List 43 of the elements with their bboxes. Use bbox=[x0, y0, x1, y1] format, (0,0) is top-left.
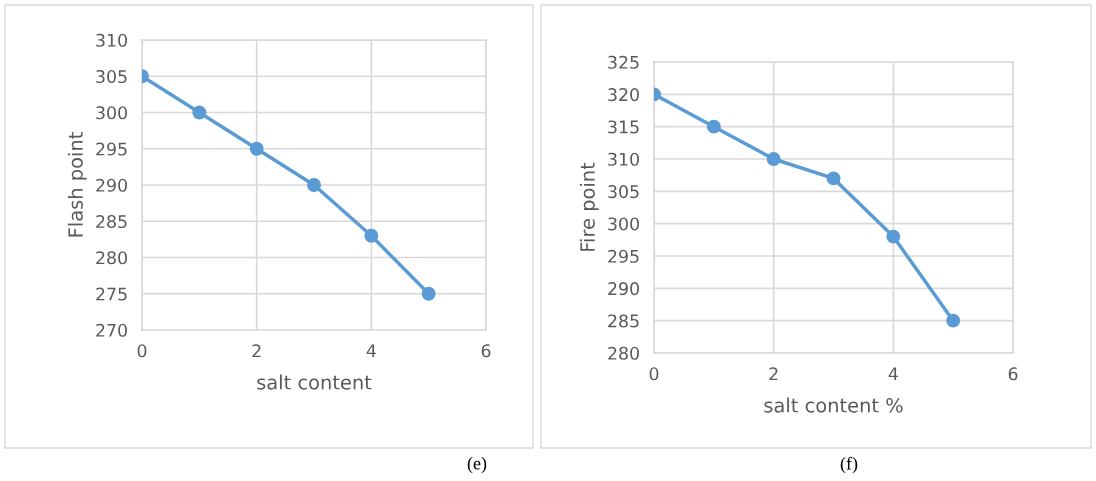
y-tick-label: 310 bbox=[608, 152, 639, 166]
point bbox=[826, 171, 841, 186]
point bbox=[706, 119, 721, 134]
x-tick-label: 0 bbox=[649, 367, 659, 381]
y-tick-label: 305 bbox=[608, 185, 639, 199]
y-tick-label: 280 bbox=[96, 251, 127, 265]
x-axis-title: salt content bbox=[257, 374, 372, 390]
x-tick-label: 0 bbox=[137, 344, 147, 358]
y-tick-label: 270 bbox=[96, 323, 127, 337]
y-tick-label: 305 bbox=[96, 69, 127, 84]
y-tick-label: 290 bbox=[608, 282, 639, 296]
y-tick-label: 310 bbox=[96, 33, 127, 47]
point bbox=[421, 286, 436, 301]
y-tick-label: 295 bbox=[608, 249, 639, 263]
x-tick-label: 2 bbox=[252, 344, 261, 358]
y-tick-label: 300 bbox=[608, 217, 639, 231]
point bbox=[766, 152, 781, 166]
point bbox=[192, 105, 207, 120]
y-tick-label: 315 bbox=[608, 120, 639, 134]
x-tick-label: 2 bbox=[769, 367, 778, 381]
point bbox=[886, 229, 901, 244]
y-tick-label: 285 bbox=[96, 214, 127, 229]
point bbox=[946, 313, 961, 328]
point bbox=[307, 178, 321, 192]
text: (e) bbox=[467, 456, 487, 474]
x-tick-label: 6 bbox=[1008, 367, 1018, 381]
y-axis-title: Flash point bbox=[67, 132, 87, 237]
x-axis-title: salt content % bbox=[764, 397, 903, 413]
y-tick-label: 280 bbox=[608, 346, 639, 360]
x-tick-label: 4 bbox=[366, 344, 376, 358]
y-tick-label: 295 bbox=[96, 142, 127, 156]
point bbox=[364, 228, 379, 243]
y-tick-label: 290 bbox=[96, 178, 127, 192]
y-tick-label: 320 bbox=[608, 88, 639, 102]
x-tick-label: 4 bbox=[888, 367, 898, 381]
y-tick-label: 285 bbox=[608, 314, 639, 328]
x-tick-label: 6 bbox=[481, 344, 491, 358]
y-tick-label: 325 bbox=[608, 55, 639, 69]
point bbox=[249, 141, 264, 156]
y-tick-label: 275 bbox=[96, 287, 127, 301]
text: (f) bbox=[840, 456, 858, 474]
y-tick-label: 300 bbox=[96, 106, 127, 120]
y-axis-title: Fire point bbox=[579, 162, 599, 251]
